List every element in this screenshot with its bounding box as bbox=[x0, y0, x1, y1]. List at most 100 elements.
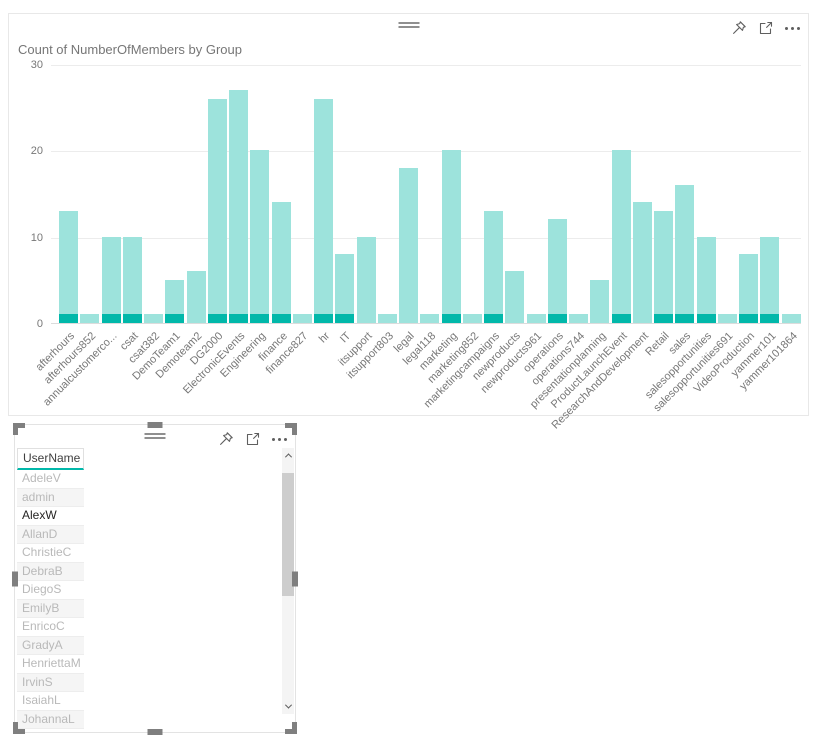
bar[interactable] bbox=[632, 202, 652, 323]
bar[interactable] bbox=[271, 202, 291, 323]
bar[interactable] bbox=[165, 279, 185, 323]
bar[interactable] bbox=[292, 314, 312, 323]
table-row[interactable]: EmilyB bbox=[17, 599, 84, 618]
bar-highlight-segment bbox=[165, 314, 185, 323]
bar[interactable] bbox=[144, 314, 163, 323]
pin-icon[interactable] bbox=[731, 20, 747, 36]
bar[interactable] bbox=[569, 314, 588, 323]
column-header-username[interactable]: UserName bbox=[17, 448, 84, 470]
y-tick-label: 0 bbox=[36, 318, 43, 330]
bar-highlight-segment bbox=[335, 314, 355, 323]
bar[interactable] bbox=[377, 314, 397, 323]
focus-mode-icon[interactable] bbox=[758, 20, 774, 36]
bar[interactable] bbox=[590, 279, 610, 323]
bar[interactable] bbox=[207, 98, 227, 323]
bar-highlight-segment bbox=[696, 314, 716, 323]
bar[interactable] bbox=[739, 253, 758, 323]
bar[interactable] bbox=[399, 167, 418, 323]
bar-highlight-segment bbox=[229, 314, 248, 323]
bar[interactable] bbox=[80, 314, 100, 323]
chart-visual-header bbox=[9, 14, 808, 38]
bar[interactable] bbox=[335, 253, 355, 323]
table-row[interactable]: AdeleV bbox=[17, 470, 84, 489]
bar-highlight-segment bbox=[547, 314, 567, 323]
resize-corner-bottom-left[interactable] bbox=[13, 722, 25, 734]
bar[interactable] bbox=[526, 314, 546, 323]
drag-handle-icon[interactable] bbox=[398, 22, 419, 28]
table-row[interactable]: DiegoS bbox=[17, 581, 84, 600]
table-row[interactable]: DebraB bbox=[17, 562, 84, 581]
resize-handle-left[interactable] bbox=[12, 571, 18, 586]
bar[interactable] bbox=[314, 98, 333, 323]
bar[interactable] bbox=[441, 150, 461, 323]
bar[interactable] bbox=[484, 210, 503, 323]
scrollbar[interactable] bbox=[282, 448, 294, 714]
y-tick-label: 30 bbox=[30, 59, 43, 71]
drag-handle-icon[interactable] bbox=[144, 433, 166, 439]
table-row[interactable]: HenriettaM bbox=[17, 655, 84, 674]
bar[interactable] bbox=[59, 210, 78, 323]
pin-icon[interactable] bbox=[218, 431, 234, 447]
bar[interactable] bbox=[547, 219, 567, 323]
table-rows: AdeleV admin AlexW AllanD ChristieC DebraB Die… bbox=[17, 470, 84, 730]
table-row[interactable]: ChristieC bbox=[17, 544, 84, 563]
bar[interactable] bbox=[122, 236, 142, 323]
bar-highlight-segment bbox=[271, 314, 291, 323]
table-row[interactable]: EnricoC bbox=[17, 618, 84, 637]
table-row[interactable]: IrvinS bbox=[17, 673, 84, 692]
bar-highlight-segment bbox=[484, 314, 503, 323]
x-tick-label: IT bbox=[337, 330, 354, 346]
x-tick-label: Retail bbox=[643, 330, 672, 359]
bar-highlight-segment bbox=[611, 314, 631, 323]
bar[interactable] bbox=[229, 89, 248, 323]
table-row[interactable]: admin bbox=[17, 488, 84, 507]
y-tick-label: 20 bbox=[30, 145, 43, 158]
scroll-down-icon[interactable] bbox=[282, 700, 294, 713]
bar[interactable] bbox=[462, 314, 482, 323]
resize-corner-top-right[interactable] bbox=[285, 423, 297, 435]
gridline bbox=[51, 237, 801, 239]
bar-highlight-segment bbox=[314, 314, 333, 323]
resize-handle-right[interactable] bbox=[292, 571, 298, 586]
bar-highlight-segment bbox=[739, 314, 758, 323]
bar-highlight-segment bbox=[207, 314, 227, 323]
scroll-up-icon[interactable] bbox=[282, 449, 294, 462]
resize-corner-top-left[interactable] bbox=[13, 423, 25, 435]
gridline bbox=[51, 65, 801, 66]
focus-mode-icon[interactable] bbox=[245, 431, 261, 447]
bar-chart-visual[interactable]: Count of NumberOfMembers by Group 0 10 20 3… bbox=[8, 13, 809, 431]
table-row[interactable]: IsaiahL bbox=[17, 692, 84, 711]
bar[interactable] bbox=[356, 236, 376, 323]
gridline bbox=[51, 151, 801, 153]
visual-header-icons bbox=[731, 20, 800, 36]
resize-corner-bottom-right[interactable] bbox=[285, 722, 297, 734]
bar[interactable] bbox=[505, 271, 525, 323]
scrollbar-thumb[interactable] bbox=[282, 473, 294, 596]
bar-highlight-segment bbox=[59, 314, 78, 323]
resize-handle-bottom[interactable] bbox=[147, 729, 163, 735]
plot-area bbox=[51, 65, 801, 324]
table-row[interactable]: JohannaL bbox=[17, 710, 84, 729]
more-options-icon[interactable] bbox=[785, 20, 800, 36]
bar[interactable] bbox=[611, 150, 631, 323]
y-tick-label: 10 bbox=[30, 231, 43, 244]
table-row[interactable]: AllanD bbox=[17, 525, 84, 544]
bar-highlight-segment bbox=[101, 314, 121, 323]
username-table-visual[interactable]: UserName AdeleV admin AlexW AllanD ChristieC… bbox=[12, 422, 298, 735]
bar[interactable] bbox=[675, 184, 695, 323]
resize-handle-top[interactable] bbox=[147, 422, 163, 428]
bar[interactable] bbox=[420, 314, 440, 323]
bar[interactable] bbox=[654, 210, 673, 323]
more-options-icon[interactable] bbox=[272, 431, 287, 447]
bar[interactable] bbox=[717, 314, 737, 323]
bar[interactable] bbox=[760, 236, 780, 323]
bar[interactable] bbox=[186, 271, 206, 323]
bar[interactable] bbox=[101, 236, 121, 323]
bar[interactable] bbox=[781, 314, 801, 323]
table-row[interactable]: GradyA bbox=[17, 636, 84, 655]
table-row[interactable]: AlexW bbox=[17, 507, 84, 526]
x-tick-label: hr bbox=[316, 330, 332, 346]
bar-highlight-segment bbox=[760, 314, 780, 323]
bar[interactable] bbox=[696, 236, 716, 323]
bar[interactable] bbox=[250, 150, 270, 323]
